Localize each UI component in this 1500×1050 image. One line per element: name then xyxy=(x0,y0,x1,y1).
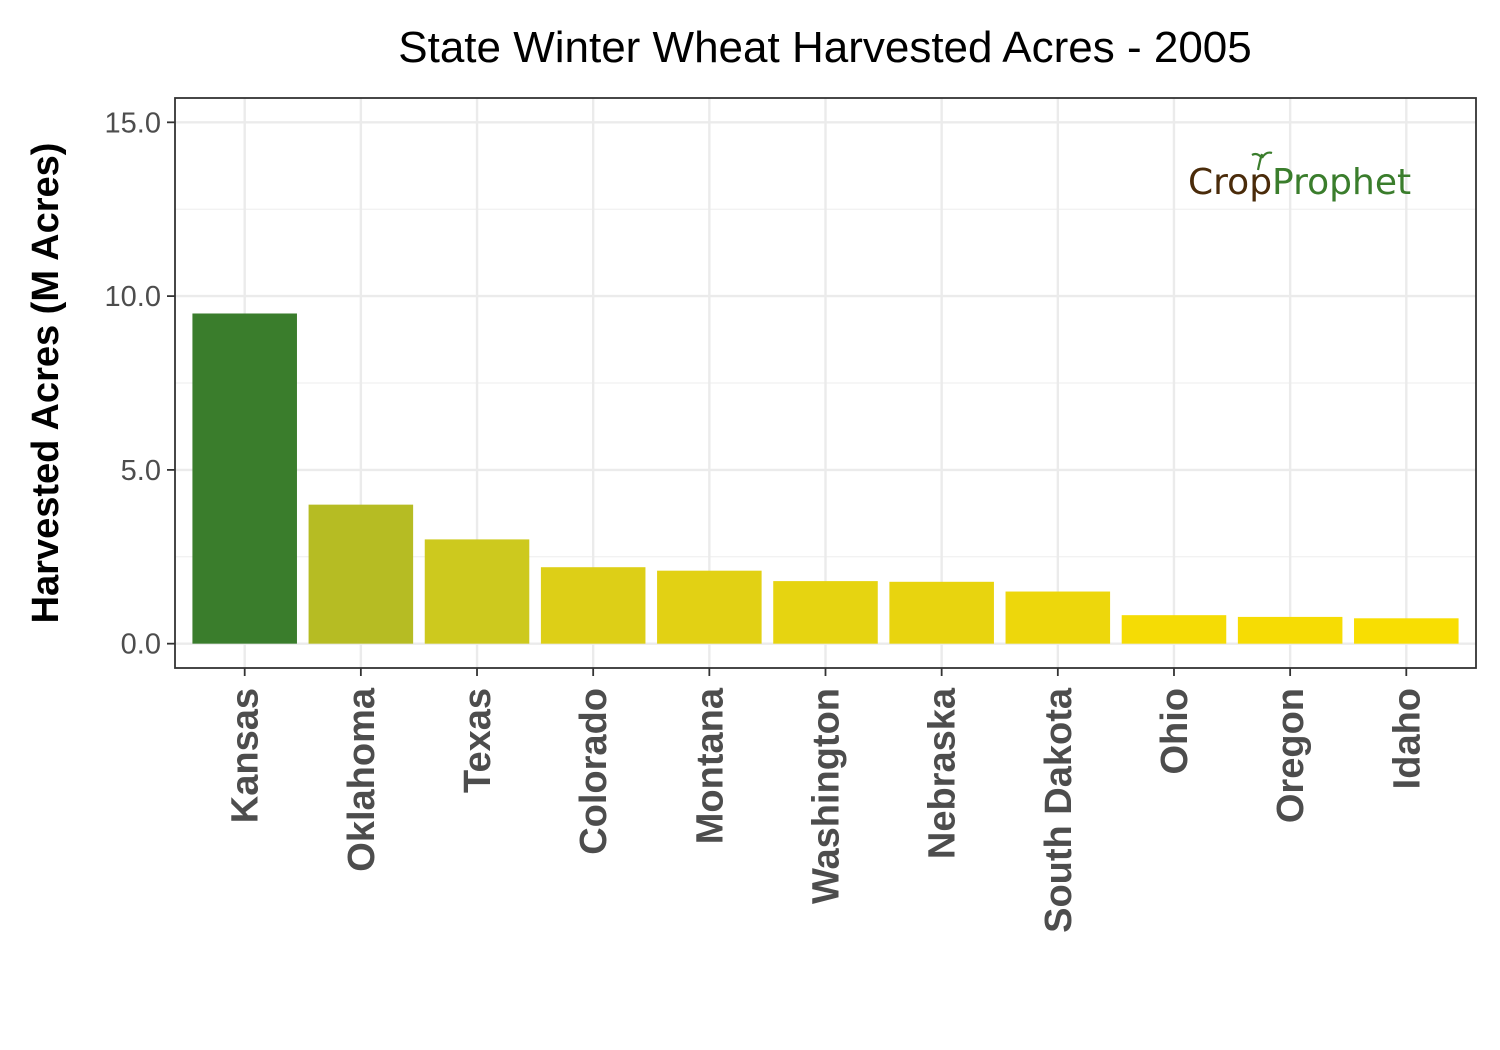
bar-montana xyxy=(657,570,762,644)
y-axis-label: Harvested Acres (M Acres) xyxy=(25,143,67,624)
bar-washington xyxy=(773,581,878,644)
bar-south-dakota xyxy=(1005,591,1111,644)
y-tick-label: 15.0 xyxy=(105,107,161,139)
y-tick-label: 0.0 xyxy=(121,629,161,661)
logo-text-crop: Cr xyxy=(1188,162,1228,203)
bar-nebraska xyxy=(889,581,994,644)
x-tick-label: Texas xyxy=(457,688,499,793)
y-tick-label: 10.0 xyxy=(105,281,161,313)
x-tick-label: Oregon xyxy=(1270,688,1312,823)
logo-text-prophet: Prophet xyxy=(1272,162,1411,203)
bar-oklahoma xyxy=(308,504,414,644)
x-tick-label: Ohio xyxy=(1154,688,1196,775)
y-tick-label: 5.0 xyxy=(121,455,161,487)
x-tick-label: South Dakota xyxy=(1038,687,1080,933)
x-tick-label: Oklahoma xyxy=(341,687,383,872)
x-tick-label: Washington xyxy=(806,688,848,904)
bar-kansas xyxy=(192,313,297,644)
x-tick-label: Idaho xyxy=(1386,688,1428,789)
y-axis-ticks: 0.0 5.0 10.0 15.0 xyxy=(105,107,175,661)
logo-text-p: p xyxy=(1249,162,1272,203)
bar-colorado xyxy=(540,567,646,644)
bars-group xyxy=(192,313,1459,644)
cropprophet-logo: CropProphet xyxy=(1188,151,1411,203)
x-tick-label: Kansas xyxy=(225,688,267,823)
logo-o-glyph: o xyxy=(1227,162,1249,203)
x-tick-label: Colorado xyxy=(573,688,615,855)
bar-ohio xyxy=(1121,615,1227,644)
bar-oregon xyxy=(1237,616,1343,644)
svg-text:CropProphet: CropProphet xyxy=(1188,162,1411,203)
chart-title: State Winter Wheat Harvested Acres - 200… xyxy=(398,23,1252,72)
x-axis-ticks: Kansas Oklahoma Texas Colorado Montana Washin… xyxy=(225,668,1428,933)
bar-idaho xyxy=(1354,618,1459,644)
sprout-icon xyxy=(1251,151,1273,171)
bar-texas xyxy=(424,539,530,644)
x-tick-label: Montana xyxy=(689,687,731,844)
x-tick-label: Nebraska xyxy=(922,687,964,859)
